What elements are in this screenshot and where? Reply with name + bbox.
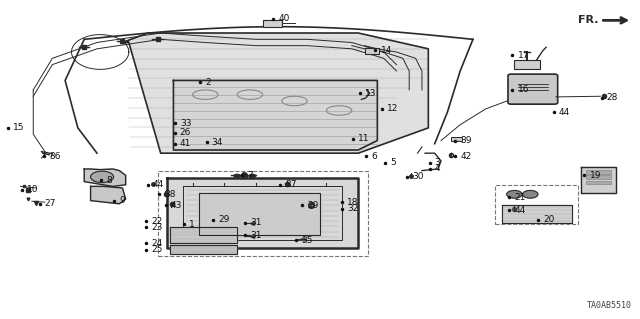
Bar xyxy=(365,48,379,54)
Circle shape xyxy=(523,190,538,198)
Text: 5: 5 xyxy=(390,158,396,167)
Circle shape xyxy=(249,174,255,178)
Text: FR.: FR. xyxy=(578,15,598,25)
Text: 33: 33 xyxy=(180,119,191,128)
Polygon shape xyxy=(167,178,358,248)
Text: 8: 8 xyxy=(106,175,112,185)
Text: 31: 31 xyxy=(250,231,261,240)
Bar xyxy=(157,171,368,256)
Circle shape xyxy=(234,174,241,178)
Bar xyxy=(586,170,611,174)
Circle shape xyxy=(242,174,248,178)
Text: 44: 44 xyxy=(515,206,525,215)
Text: 7: 7 xyxy=(246,171,252,180)
Text: 14: 14 xyxy=(381,46,392,55)
Polygon shape xyxy=(173,80,378,150)
Bar xyxy=(495,185,578,224)
Text: 30: 30 xyxy=(412,172,424,182)
Text: 41: 41 xyxy=(180,139,191,148)
Text: 10: 10 xyxy=(27,185,38,194)
Text: 39: 39 xyxy=(460,136,472,145)
Bar xyxy=(586,181,611,184)
Text: 4: 4 xyxy=(435,165,440,174)
Text: 9: 9 xyxy=(119,196,125,205)
Text: 37: 37 xyxy=(285,180,296,189)
Text: 40: 40 xyxy=(278,14,290,23)
Text: 1: 1 xyxy=(189,220,195,229)
Circle shape xyxy=(507,190,522,198)
Text: 18: 18 xyxy=(348,198,359,207)
Text: 28: 28 xyxy=(607,93,618,102)
Text: 25: 25 xyxy=(151,245,163,254)
Polygon shape xyxy=(170,245,237,254)
Text: 24: 24 xyxy=(151,239,163,248)
Text: 27: 27 xyxy=(45,199,56,208)
Text: 17: 17 xyxy=(518,51,529,60)
Polygon shape xyxy=(122,33,428,153)
Text: 11: 11 xyxy=(358,134,370,144)
FancyBboxPatch shape xyxy=(508,74,557,104)
Text: 6: 6 xyxy=(371,152,377,161)
Polygon shape xyxy=(502,205,572,223)
Text: 15: 15 xyxy=(13,123,24,132)
Polygon shape xyxy=(91,186,125,204)
Polygon shape xyxy=(199,193,320,235)
Text: 23: 23 xyxy=(151,223,163,232)
Text: 13: 13 xyxy=(365,89,376,98)
Text: 19: 19 xyxy=(589,171,601,180)
Text: 29: 29 xyxy=(307,201,319,210)
Text: 42: 42 xyxy=(460,152,472,161)
Bar xyxy=(515,60,540,69)
Text: TA0AB5510: TA0AB5510 xyxy=(588,301,632,310)
Text: 2: 2 xyxy=(205,78,211,86)
Bar xyxy=(262,20,282,27)
Text: 44: 44 xyxy=(153,180,164,189)
Text: 32: 32 xyxy=(348,204,359,213)
Text: 3: 3 xyxy=(435,158,440,167)
Text: 34: 34 xyxy=(212,137,223,147)
Bar xyxy=(451,137,462,141)
Text: 31: 31 xyxy=(250,218,261,227)
Circle shape xyxy=(91,171,113,182)
Polygon shape xyxy=(581,167,616,193)
Text: 20: 20 xyxy=(543,215,554,224)
Text: 36: 36 xyxy=(49,152,61,161)
Text: 21: 21 xyxy=(515,193,525,202)
Text: 38: 38 xyxy=(164,190,176,199)
Bar xyxy=(586,175,611,179)
Text: 43: 43 xyxy=(171,201,182,210)
Polygon shape xyxy=(170,227,237,243)
Text: 26: 26 xyxy=(180,128,191,137)
Polygon shape xyxy=(84,169,125,186)
Text: 12: 12 xyxy=(387,104,398,113)
Text: 35: 35 xyxy=(301,236,312,245)
Text: 29: 29 xyxy=(218,215,229,224)
Text: 44: 44 xyxy=(559,108,570,116)
Text: 22: 22 xyxy=(151,217,163,226)
Text: 16: 16 xyxy=(518,85,529,94)
